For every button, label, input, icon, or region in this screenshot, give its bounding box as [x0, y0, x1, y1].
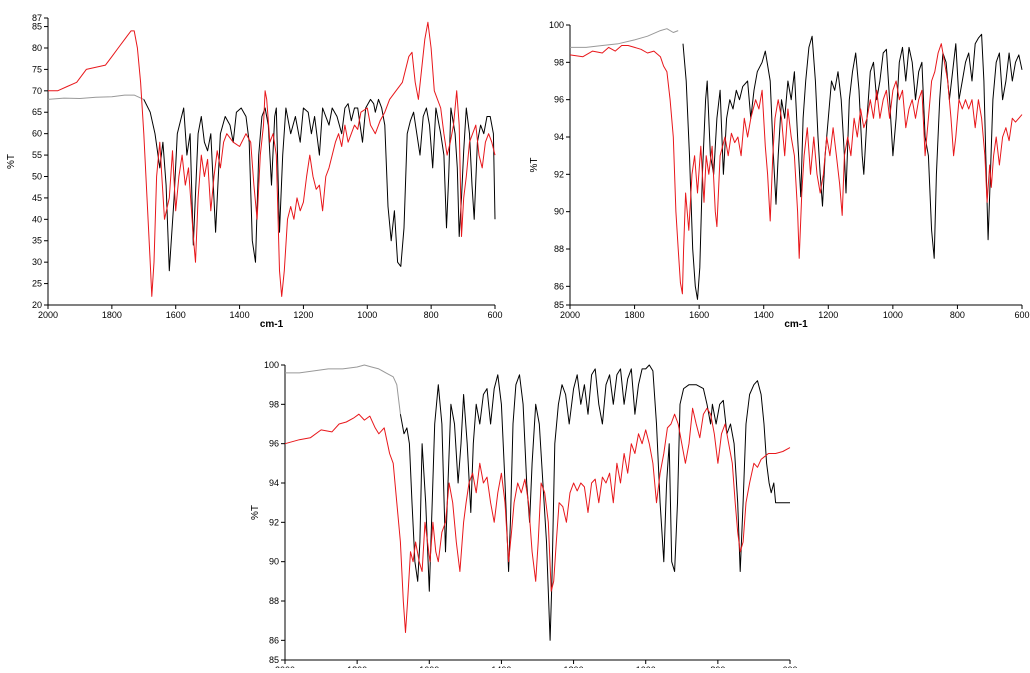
y-tick-label: 40 — [32, 214, 42, 224]
x-tick-label: 2000 — [38, 310, 58, 320]
x-axis-title: cm-1 — [260, 319, 284, 330]
y-tick-label: 90 — [269, 557, 279, 567]
x-tick-label: 1000 — [357, 310, 377, 320]
x-tick-label: 1800 — [102, 310, 122, 320]
x-tick-label: 2000 — [560, 310, 580, 320]
y-tick-label: 45 — [32, 193, 42, 203]
y-tick-label: 98 — [269, 399, 279, 409]
spectrum-panel-2: 85 86 88 90 92 94 96 98 100 2000 1800 1600 1400 1200 1… — [520, 0, 1030, 330]
series-2-line — [48, 21, 496, 297]
y-tick-label: 55 — [32, 150, 42, 160]
y-axis-title: %T — [6, 154, 17, 169]
x-tick-label: 1600 — [689, 310, 709, 320]
series-2-line — [284, 407, 791, 633]
y-tick-label: 96 — [269, 439, 279, 449]
series-1-line — [682, 33, 1023, 300]
y-axis-title: %T — [250, 505, 261, 520]
x-tick-label: 600 — [1014, 310, 1029, 320]
spectrum-panel-1: 20 25 30 35 40 45 50 55 60 65 70 75 80 85 87 2000 1800 16… — [0, 0, 510, 330]
y-tick-label: 35 — [32, 236, 42, 246]
y-tick-label: 50 — [32, 171, 42, 181]
y-tick-label: 98 — [554, 57, 564, 67]
x-tick-label: 1400 — [230, 310, 250, 320]
y-tick-label: 100 — [549, 20, 564, 30]
y-tick-label: 92 — [269, 517, 279, 527]
x-tick-label: 800 — [950, 310, 965, 320]
x-tick-label: 600 — [487, 310, 502, 320]
y-tick-label: 94 — [554, 132, 564, 142]
spectrum-chart-3: 8586889092949698100200018001600140012001… — [250, 360, 798, 673]
series-2-line — [569, 43, 1023, 295]
series-1-line — [399, 364, 790, 641]
y-tick-label: 30 — [32, 257, 42, 267]
series-1-baseline — [47, 94, 145, 100]
x-tick-label: 1200 — [818, 310, 838, 320]
y-tick-label: 92 — [554, 169, 564, 179]
y-axis-title: %T — [529, 158, 540, 173]
y-tick-label: 25 — [32, 279, 42, 289]
y-tick-label: 80 — [32, 43, 42, 53]
y-tick-label: 87 — [32, 13, 42, 23]
y-tick-label: 85 — [32, 22, 42, 32]
y-tick-label: 94 — [269, 478, 279, 488]
spectrum-chart-2: 85 86 88 90 92 94 96 98 100 2000 1800 1600 1400 1200 1… — [529, 20, 1030, 330]
y-tick-label: 85 — [269, 655, 279, 665]
x-tick-label: 800 — [424, 310, 439, 320]
y-tick-label: 20 — [32, 300, 42, 310]
x-axis-title: cm-1 — [784, 319, 808, 330]
y-tick-label: 86 — [269, 635, 279, 645]
y-tick-label: 85 — [554, 300, 564, 310]
x-tick-label: 1400 — [754, 310, 774, 320]
x-tick-label: 1000 — [883, 310, 903, 320]
y-tick-label: 70 — [32, 86, 42, 96]
y-tick-label: 88 — [554, 244, 564, 254]
series-1-line — [143, 98, 496, 272]
y-tick-label: 96 — [554, 95, 564, 105]
x-tick-label: 1200 — [293, 310, 313, 320]
series-1-baseline — [285, 364, 401, 415]
y-tick-label: 100 — [264, 360, 279, 370]
y-tick-label: 65 — [32, 107, 42, 117]
y-tick-label: 86 — [554, 281, 564, 291]
y-tick-label: 90 — [554, 207, 564, 217]
series-1-baseline — [570, 28, 679, 48]
x-tick-label: 1800 — [625, 310, 645, 320]
spectrum-panel-3: 8586889092949698100200018001600140012001… — [245, 342, 805, 673]
y-tick-label: 88 — [269, 596, 279, 606]
x-tick-label: 1600 — [166, 310, 186, 320]
y-tick-label: 60 — [32, 129, 42, 139]
y-tick-label: 75 — [32, 64, 42, 74]
